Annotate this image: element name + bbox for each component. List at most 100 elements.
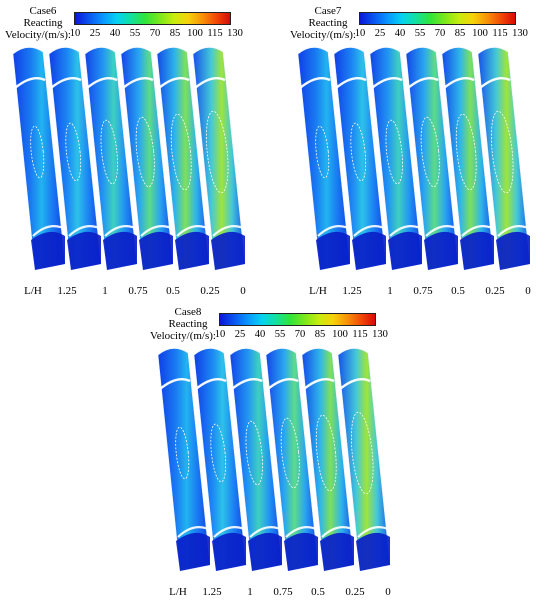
velocity-strip xyxy=(337,348,391,572)
case-title: Case8 xyxy=(174,306,202,318)
colorbar-tick-label: 40 xyxy=(394,28,406,39)
velocity-field xyxy=(297,47,533,271)
inlet-region xyxy=(67,231,101,270)
lh-value-label: 1.25 xyxy=(202,586,222,598)
colorbar-tick-label: 40 xyxy=(109,28,121,39)
lh-axis-title: L/H xyxy=(24,285,42,297)
inlet-region xyxy=(424,231,458,270)
colorbar-tick-label: 25 xyxy=(374,28,386,39)
case-condition: Reacting xyxy=(23,17,63,29)
inlet-region xyxy=(356,532,390,571)
colorbar-ticks: 10 25 40 55 70 85 100 115 130 xyxy=(354,28,528,40)
velocity-field xyxy=(12,47,248,271)
shear-layer-band xyxy=(407,77,439,89)
inlet-region xyxy=(496,231,530,270)
colorbar-tick-label: 100 xyxy=(187,28,203,39)
shear-layer-band xyxy=(195,378,227,390)
shear-layer-band xyxy=(371,77,403,89)
recirculation-contour xyxy=(170,113,192,191)
shear-layer-band xyxy=(443,77,475,89)
lh-value-label: 0.75 xyxy=(413,285,433,297)
lh-value-label: 1 xyxy=(247,586,253,598)
panel-case7: Case7 Reacting Velocity/(m/s): 10 25 40 55 7… xyxy=(290,2,540,302)
colorbar-tick-label: 130 xyxy=(372,329,388,340)
colorbar-label: Velocity/(m/s): xyxy=(5,29,71,41)
shear-layer-band xyxy=(50,77,82,89)
colorbar-tick-label: 10 xyxy=(354,28,366,39)
shear-layer-band xyxy=(303,378,335,390)
shear-layer-band xyxy=(158,77,190,89)
recirculation-contour xyxy=(315,125,330,179)
velocity-strip xyxy=(157,348,211,572)
velocity-strip xyxy=(301,348,355,572)
colorbar-ticks: 10 25 40 55 70 85 100 115 130 xyxy=(69,28,243,40)
velocity-strip xyxy=(405,47,459,271)
colorbar-tick-label: 115 xyxy=(207,28,223,39)
shear-layer-band xyxy=(357,526,393,538)
lh-value-label: 1.25 xyxy=(57,285,77,297)
inlet-region xyxy=(284,532,318,571)
velocity-strip xyxy=(193,348,247,572)
recirculation-contour xyxy=(65,122,82,182)
colorbar-tick-label: 130 xyxy=(512,28,528,39)
velocity-strip xyxy=(369,47,423,271)
shear-layer-band xyxy=(194,77,226,89)
lh-axis: L/H 1.25 1 0.75 0.5 0.25 0 xyxy=(290,285,540,299)
shear-layer-band xyxy=(159,378,191,390)
shear-layer-band xyxy=(212,225,248,237)
lh-value-label: 1 xyxy=(387,285,393,297)
recirculation-contour xyxy=(30,125,45,179)
recirculation-contour xyxy=(420,116,440,188)
shear-layer-band xyxy=(321,526,357,538)
lh-axis-title: L/H xyxy=(169,586,187,598)
shear-layer-band xyxy=(176,225,212,237)
velocity-strip xyxy=(120,47,174,271)
shear-layer-band xyxy=(353,225,389,237)
velocity-strip xyxy=(333,47,387,271)
colorbar-tick-label: 70 xyxy=(434,28,446,39)
panel-case8: Case8 Reacting Velocity/(m/s): 10 25 40 55 7… xyxy=(150,303,400,603)
lh-value-label: 1 xyxy=(102,285,108,297)
velocity-strip xyxy=(297,47,351,271)
colorbar-tick-label: 55 xyxy=(414,28,426,39)
inlet-region xyxy=(212,532,246,571)
panel-case6: Case6 Reacting Velocity/(m/s): 10 25 40 55 7… xyxy=(5,2,255,302)
colorbar-tick-label: 10 xyxy=(69,28,81,39)
inlet-region xyxy=(31,231,65,270)
lh-value-label: 0 xyxy=(385,586,391,598)
colorbar-tick-label: 55 xyxy=(274,329,286,340)
colorbar-tick-label: 85 xyxy=(454,28,466,39)
shear-layer-band xyxy=(231,378,263,390)
shear-layer-band xyxy=(497,225,533,237)
inlet-region xyxy=(388,231,422,270)
recirculation-contour xyxy=(210,423,227,483)
lh-value-label: 0.75 xyxy=(128,285,148,297)
colorbar-tick-label: 25 xyxy=(89,28,101,39)
lh-value-label: 1.25 xyxy=(342,285,362,297)
case-title: Case7 xyxy=(314,5,342,17)
velocity-strip xyxy=(477,47,531,271)
shear-layer-band xyxy=(122,77,154,89)
recirculation-contour xyxy=(491,110,514,194)
colorbar-tick-label: 100 xyxy=(332,329,348,340)
inlet-region xyxy=(139,231,173,270)
velocity-strip xyxy=(441,47,495,271)
inlet-region xyxy=(176,532,210,571)
shear-layer-band xyxy=(249,526,285,538)
lh-value-label: 0.25 xyxy=(200,285,220,297)
colorbar-tick-label: 25 xyxy=(234,329,246,340)
velocity-strip xyxy=(84,47,138,271)
velocity-strip xyxy=(48,47,102,271)
shear-layer-band xyxy=(389,225,425,237)
shear-layer-band xyxy=(285,526,321,538)
colorbar-tick-label: 10 xyxy=(214,329,226,340)
colorbar-label: Velocity/(m/s): xyxy=(290,29,356,41)
inlet-region xyxy=(316,231,350,270)
colorbar-tick-label: 70 xyxy=(294,329,306,340)
shear-layer-band xyxy=(479,77,511,89)
lh-axis: L/H 1.25 1 0.75 0.5 0.25 0 xyxy=(150,586,400,600)
velocity-strip xyxy=(12,47,66,271)
lh-value-label: 0.5 xyxy=(166,285,180,297)
recirculation-contour xyxy=(350,122,367,182)
colorbar-tick-label: 100 xyxy=(472,28,488,39)
